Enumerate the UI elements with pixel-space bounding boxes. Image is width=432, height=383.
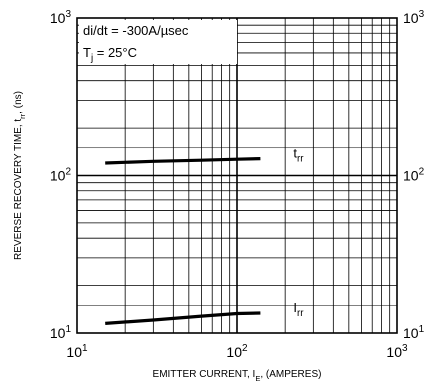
annotation-tj-tail: = 25°C [93, 45, 137, 60]
x-tick-exp: 1 [82, 343, 88, 354]
y-tick-label-right-base: 10 [403, 168, 419, 184]
y-axis-label-tail: , (ns) [13, 91, 24, 114]
series-label-trr: trr [293, 146, 304, 165]
y-tick-label-left-base: 10 [50, 325, 66, 341]
y-tick-label-right-exp: 1 [419, 324, 425, 335]
series-label-trr-sub: rr [297, 154, 304, 165]
series-line-irr [105, 311, 261, 325]
grid [77, 18, 397, 333]
y-tick-label-left-exp: 3 [65, 9, 71, 20]
y-tick-label-left: 103 [50, 9, 72, 26]
series-label-irr-sub: rr [297, 308, 304, 319]
x-axis-label-sub: E [255, 374, 260, 383]
annotation-tj: Tj = 25°C [83, 45, 137, 64]
x-tick-base: 10 [226, 344, 242, 360]
y-tick-label-right-base: 10 [403, 325, 419, 341]
x-tick-base: 10 [66, 344, 82, 360]
x-tick-label: 101 [66, 343, 88, 360]
y-tick-label-left-base: 10 [50, 168, 66, 184]
y-axis-label-sub: rr [18, 113, 27, 118]
y-tick-label-right: 101 [403, 324, 425, 341]
y-tick-label-left-exp: 2 [65, 167, 71, 178]
series-layer [105, 157, 261, 325]
x-tick-label: 102 [226, 343, 248, 360]
x-axis-label-base: EMITTER CURRENT, I [153, 369, 256, 380]
annotation-didt: di/dt = -300A/µsec [83, 23, 189, 38]
series-label-irr: Irr [293, 300, 304, 319]
x-tick-label: 103 [386, 343, 408, 360]
y-tick-label-right-exp: 2 [419, 167, 425, 178]
y-tick-label-right-base: 10 [403, 10, 419, 26]
y-tick-label-left-exp: 1 [65, 324, 71, 335]
x-axis-label: EMITTER CURRENT, IE, (AMPERES) [153, 369, 322, 383]
annotation-tj-base: T [83, 45, 91, 60]
series-label-trr-base: t [293, 146, 297, 161]
annotation-box [79, 20, 237, 64]
series-line-trr [105, 157, 261, 165]
series-label-irr-base: I [293, 300, 297, 315]
annotation-tj-sub: j [90, 53, 93, 64]
x-tick-exp: 2 [242, 343, 248, 354]
y-tick-label-left: 101 [50, 324, 72, 341]
y-axis-label: REVERSE RECOVERY TIME, trr, (ns) [13, 91, 27, 260]
x-axis-label-tail: , (AMPERES) [260, 369, 321, 380]
y-tick-label-right: 103 [403, 9, 425, 26]
y-tick-label-right: 102 [403, 167, 425, 184]
x-tick-exp: 3 [402, 343, 408, 354]
y-tick-label-left: 102 [50, 167, 72, 184]
y-tick-label-left-base: 10 [50, 10, 66, 26]
x-tick-base: 10 [386, 344, 402, 360]
y-tick-label-right-exp: 3 [419, 9, 425, 20]
y-axis-label-base: REVERSE RECOVERY TIME, t [13, 119, 24, 260]
plot-frame [76, 17, 398, 334]
